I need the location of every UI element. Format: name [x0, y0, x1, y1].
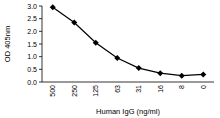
x-axis-title: Human IgG (ng/ml)	[96, 107, 160, 116]
data-point	[93, 40, 99, 46]
y-tick	[39, 69, 42, 70]
data-point	[200, 71, 206, 77]
x-tick-label: 63	[114, 85, 121, 93]
y-tick	[39, 6, 42, 7]
y-tick-label: 1.0	[27, 53, 37, 60]
data-point	[157, 70, 163, 76]
y-axis	[42, 6, 43, 82]
y-tick-label: 1.5	[27, 41, 37, 48]
y-tick-label: 3.0	[27, 3, 37, 10]
y-tick	[39, 56, 42, 57]
plot-area	[50, 4, 207, 78]
x-tick-label: 31	[135, 85, 142, 93]
y-tick-label: 2.5	[27, 15, 37, 22]
y-tick	[39, 82, 42, 83]
y-tick	[39, 31, 42, 32]
y-tick-label: 2.0	[27, 28, 37, 35]
y-axis-title: OD 405nm	[3, 26, 12, 62]
x-tick-label: 0	[200, 85, 207, 89]
x-tick-label: 125	[92, 85, 99, 97]
data-point	[114, 55, 120, 61]
y-tick	[39, 18, 42, 19]
data-point	[71, 19, 77, 25]
x-tick-label: 500	[49, 85, 56, 97]
data-point	[50, 4, 56, 10]
data-line	[53, 7, 204, 75]
chart: 0.0 0.5 1.0 1.5 2.0 2.5 3.0 500 250 125 63 31 16 8 0 Hu…	[0, 0, 220, 118]
x-tick-label: 250	[71, 85, 78, 97]
x-tick-label: 8	[178, 85, 185, 89]
x-axis	[42, 82, 214, 83]
y-tick-label: 0.0	[27, 79, 37, 86]
y-tick	[39, 44, 42, 45]
y-tick-label: 0.5	[27, 66, 37, 73]
data-point	[179, 73, 185, 79]
data-point	[136, 65, 142, 71]
x-tick-label: 16	[157, 85, 164, 93]
